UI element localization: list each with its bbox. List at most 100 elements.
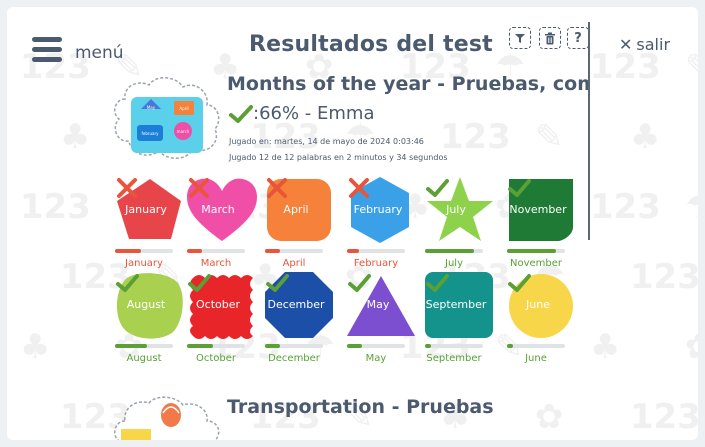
background-tile: 123 bbox=[249, 117, 321, 157]
played-date: Jugado en: martes, 14 de mayo de 2024 0:… bbox=[229, 137, 424, 146]
close-icon: ✕ bbox=[619, 35, 633, 54]
menu-icon[interactable] bbox=[32, 37, 64, 69]
background-tile: ♣ bbox=[59, 117, 91, 157]
progress-bar bbox=[425, 344, 483, 348]
background-tile: ♣ bbox=[209, 47, 241, 87]
word-text: October bbox=[195, 298, 241, 311]
menu-label[interactable]: menú bbox=[75, 43, 124, 63]
correct-check-icon bbox=[426, 179, 449, 197]
background-tile: ✿ bbox=[685, 327, 698, 367]
background-tile: 123 bbox=[19, 187, 91, 227]
progress-bar bbox=[265, 344, 323, 348]
word-card[interactable]: May May bbox=[347, 272, 417, 364]
word-card[interactable]: October October bbox=[187, 272, 257, 364]
background-tile: 123 bbox=[59, 257, 131, 297]
word-text: August bbox=[126, 298, 166, 311]
score-line: :66% - Emma bbox=[229, 103, 374, 124]
word-text: December bbox=[267, 298, 325, 311]
background-tile: ☂ bbox=[494, 47, 526, 87]
word-card[interactable]: April April bbox=[265, 177, 335, 269]
progress-bar bbox=[507, 344, 565, 348]
wrong-cross-icon bbox=[189, 178, 209, 198]
word-label: May bbox=[365, 353, 387, 364]
progress-fill bbox=[115, 249, 142, 253]
progress-fill bbox=[265, 249, 280, 253]
word-card[interactable]: March March bbox=[187, 177, 257, 269]
word-shape: April bbox=[265, 177, 335, 247]
background-tile: ☂ bbox=[344, 117, 376, 157]
scrollbar[interactable] bbox=[588, 22, 590, 240]
word-card[interactable]: February February bbox=[347, 177, 417, 269]
progress-bar bbox=[265, 249, 323, 253]
word-card[interactable]: November November bbox=[507, 177, 577, 269]
word-shape: September bbox=[425, 272, 495, 342]
progress-fill bbox=[425, 344, 431, 348]
progress-fill bbox=[265, 344, 280, 348]
word-shape: August bbox=[115, 272, 185, 342]
word-label: August bbox=[126, 353, 162, 364]
background-tile: ♣ bbox=[589, 327, 621, 367]
word-shape: January bbox=[115, 177, 185, 247]
background-tile: ♣ bbox=[439, 397, 471, 437]
test-thumbnail[interactable]: May April february march bbox=[111, 69, 223, 169]
next-test-title[interactable]: Transportation - Pruebas bbox=[227, 396, 494, 418]
word-shape: May bbox=[347, 272, 417, 342]
progress-fill bbox=[425, 249, 475, 253]
background-tile: ✎ bbox=[685, 47, 698, 87]
word-text: July bbox=[446, 203, 466, 216]
filter-icon[interactable] bbox=[509, 27, 531, 49]
correct-check-icon bbox=[426, 274, 449, 292]
progress-fill bbox=[115, 344, 147, 348]
word-card[interactable]: December December bbox=[265, 272, 335, 364]
progress-fill bbox=[187, 344, 214, 348]
word-card[interactable]: August August bbox=[115, 272, 185, 364]
word-text: November bbox=[509, 203, 567, 216]
word-label: March bbox=[200, 258, 232, 269]
correct-check-icon bbox=[508, 274, 531, 292]
wrong-cross-icon bbox=[349, 178, 369, 198]
results-card: 123✎♣✿123☂123✎♣✿123☂123✎♣✿123☂123✎♣✿123☂… bbox=[7, 7, 698, 440]
word-text: June bbox=[526, 298, 550, 311]
word-label: January bbox=[125, 258, 163, 269]
test-title[interactable]: Months of the year - Pruebas, comprensió bbox=[227, 73, 589, 95]
word-label: April bbox=[282, 258, 306, 269]
correct-check-icon bbox=[508, 179, 531, 197]
word-label: February bbox=[353, 258, 399, 269]
word-text: May bbox=[366, 298, 390, 311]
progress-fill bbox=[187, 249, 202, 253]
word-text: January bbox=[125, 203, 167, 216]
background-tile: 123 bbox=[629, 257, 698, 297]
progress-bar bbox=[187, 249, 245, 253]
background-tile: ♣ bbox=[19, 327, 51, 367]
word-label: June bbox=[525, 353, 547, 364]
score-text: :66% - Emma bbox=[253, 103, 375, 124]
svg-text:May: May bbox=[147, 105, 156, 110]
word-card[interactable]: September September bbox=[425, 272, 495, 364]
background-tile: ✿ bbox=[304, 47, 334, 87]
background-tile: 123 bbox=[249, 397, 321, 437]
progress-bar bbox=[347, 344, 405, 348]
word-card[interactable]: January January bbox=[115, 177, 185, 269]
help-icon[interactable]: ? bbox=[567, 27, 589, 49]
svg-text:february: february bbox=[141, 131, 159, 136]
word-text: March bbox=[201, 203, 235, 216]
svg-text:April: April bbox=[179, 106, 188, 111]
correct-check-icon bbox=[188, 274, 211, 292]
correct-check-icon bbox=[348, 274, 371, 292]
background-tile: ✿ bbox=[534, 397, 564, 437]
word-shape: February bbox=[347, 177, 417, 247]
trash-icon[interactable] bbox=[539, 27, 561, 49]
word-label: September bbox=[426, 353, 482, 364]
word-shape: March bbox=[187, 177, 257, 247]
wrong-cross-icon bbox=[267, 178, 287, 198]
background-tile: ♣ bbox=[629, 117, 661, 157]
word-shape: October bbox=[187, 272, 257, 342]
word-card[interactable]: July July bbox=[425, 177, 495, 269]
background-tile: ✎ bbox=[344, 397, 374, 437]
word-card[interactable]: June June bbox=[507, 272, 577, 364]
progress-fill bbox=[347, 249, 359, 253]
background-tile: ✎ bbox=[534, 117, 564, 157]
next-test-thumbnail[interactable] bbox=[111, 391, 223, 440]
close-button[interactable]: ✕ salir bbox=[619, 35, 670, 54]
background-tile: 123 bbox=[589, 47, 661, 87]
